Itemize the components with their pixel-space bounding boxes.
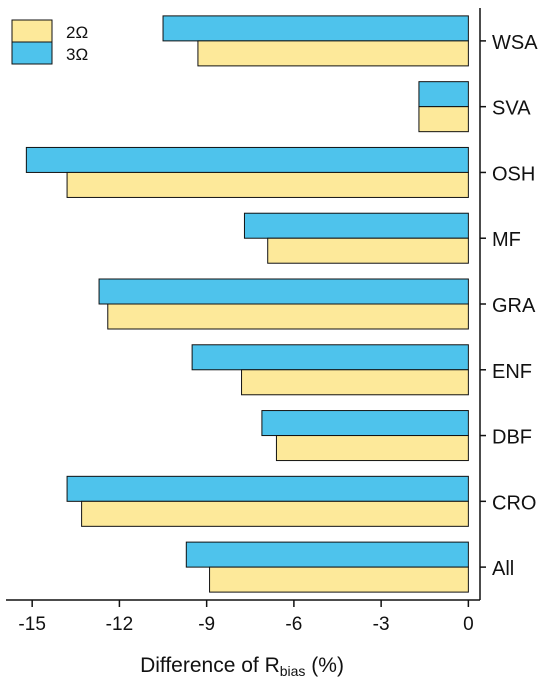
x-tick-label: -12 [106,614,133,635]
bar-wsa-series-0 [197,40,469,67]
category-label: SVA [492,98,531,120]
x-tick-label: -6 [285,614,302,635]
x-tick-label: -15 [18,614,45,635]
legend-swatch [11,41,53,65]
bar-all-series-1 [185,541,469,568]
legend-label: 2Ω [66,23,88,42]
x-axis-label: Difference of Rbias (%) [140,654,344,679]
x-axis-label-subscript: bias [280,663,306,679]
bar-cro-series-1 [66,475,469,502]
category-label: CRO [492,492,536,514]
x-axis-label-unit: (%) [305,654,344,677]
category-label: OSH [492,163,535,185]
x-tick-label: 0 [463,614,474,635]
bars-group [25,15,469,593]
bar-gra-series-0 [107,303,469,330]
x-ticks-group: -15 -12 -9 -6 -3 0 [18,600,474,635]
category-label: MF [492,229,521,251]
category-label: All [492,558,514,580]
x-axis-label-main: Difference of R [140,654,280,677]
bar-dbf-series-1 [261,410,469,437]
category-label: ENF [492,361,532,383]
category-label: DBF [492,427,532,449]
x-tick-label: -9 [198,614,215,635]
bar-enf-series-0 [241,369,469,396]
bar-sva-series-1 [418,81,469,108]
category-label: GRA [492,295,536,317]
bar-gra-series-1 [98,278,469,305]
category-labels-group: WSA SVA OSH MF GRA ENF DBF CRO All [480,32,538,580]
bar-all-series-0 [209,566,469,593]
legend-swatch [11,19,53,43]
bar-mf-series-0 [267,237,469,264]
legend-label: 3Ω [66,45,88,64]
bar-osh-series-0 [66,171,469,198]
bar-osh-series-1 [25,146,469,173]
category-label: WSA [492,32,538,54]
bar-sva-series-0 [418,106,469,133]
bar-enf-series-1 [191,344,469,371]
bar-wsa-series-1 [162,15,469,42]
bar-dbf-series-0 [275,435,469,462]
bar-cro-series-0 [81,500,469,527]
bar-mf-series-1 [243,212,469,239]
x-tick-label: -3 [373,614,390,635]
